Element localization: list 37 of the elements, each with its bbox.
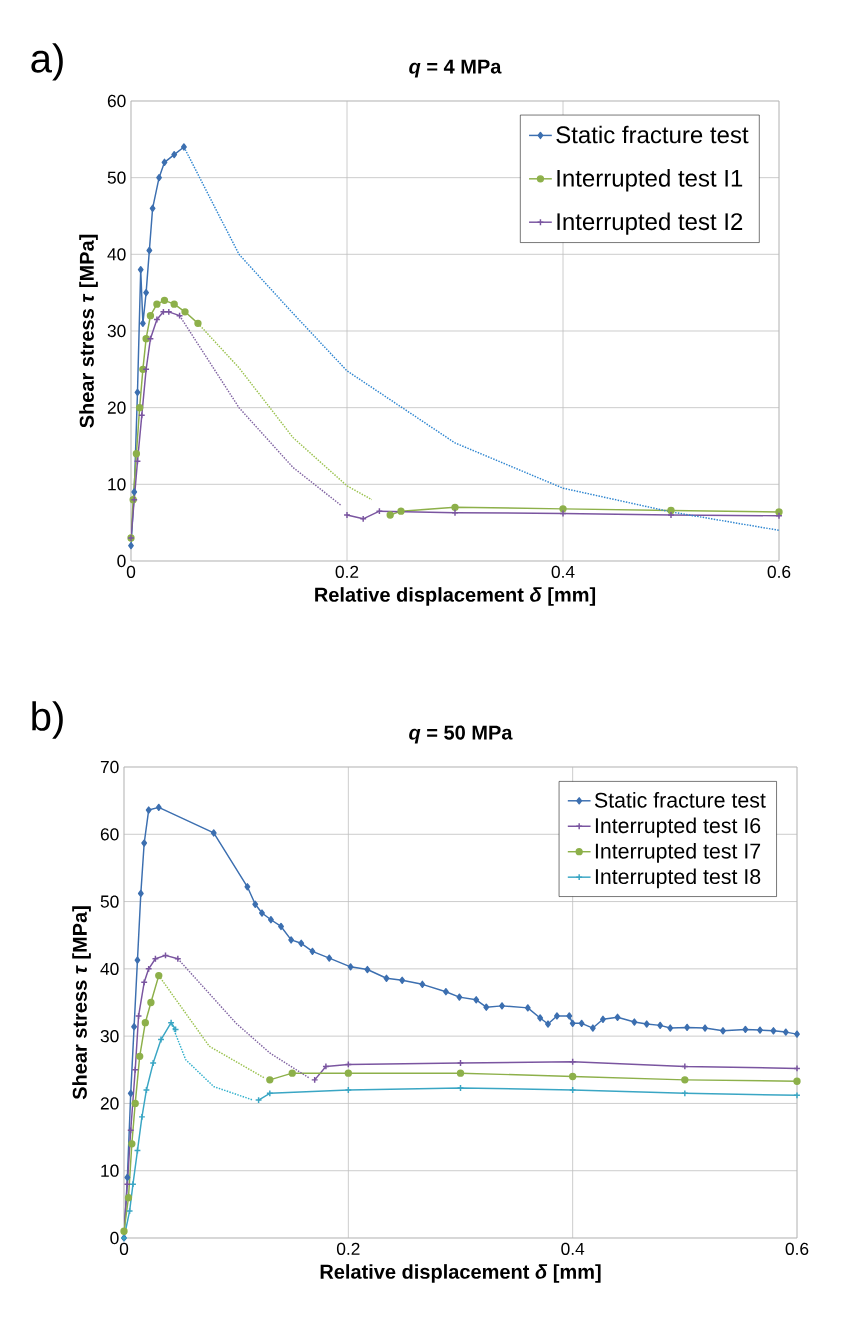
legend-label: Interrupted test I6 — [595, 817, 761, 838]
chart-title: q = 4 MPa — [409, 59, 502, 78]
legend-label: Static fracture test — [556, 125, 749, 144]
y-tick-label: 10 — [101, 1164, 119, 1177]
x-axis-title: Relative displacement δ [mm] — [320, 1264, 601, 1283]
legend-label: Static fracture test — [594, 792, 766, 808]
x-tick-label: 0.2 — [335, 565, 359, 578]
x-axis-title: Relative displacement δ [mm] — [315, 587, 596, 606]
legend-label: Interrupted test I2 — [557, 212, 743, 235]
legend-label: Interrupted test I1 — [557, 169, 743, 192]
y-tick-label: 40 — [107, 248, 126, 261]
y-tick-label: 50 — [100, 895, 119, 908]
y-tick-label: 60 — [100, 828, 119, 841]
y-tick-label: 60 — [107, 94, 126, 108]
y-tick-label: 70 — [100, 760, 119, 774]
legend-label: Interrupted test I7 — [595, 842, 761, 863]
legend-label: Interrupted test I8 — [595, 868, 761, 889]
y-tick-label: 30 — [100, 1030, 119, 1043]
text: b) — [32, 701, 63, 739]
y-tick-label: 30 — [107, 324, 126, 338]
x-tick-label: 0.6 — [785, 1242, 809, 1255]
chart-title: q = 50 MPa — [409, 725, 513, 744]
x-tick-label: 0.6 — [767, 565, 791, 578]
y-tick-label: 20 — [107, 401, 126, 414]
y-tick-label: 0 — [110, 1231, 119, 1245]
y-tick-label: 0 — [117, 554, 126, 568]
x-tick-label: 0.4 — [551, 565, 575, 578]
y-tick-label: 50 — [107, 171, 126, 184]
x-tick-label: 0.4 — [561, 1242, 585, 1255]
y-axis-title: Shear stress τ [MPa] — [79, 234, 98, 428]
y-axis-title: Shear stress τ [MPa] — [72, 906, 91, 1100]
x-tick-label: 0 — [126, 565, 136, 578]
y-tick-label: 10 — [108, 478, 126, 491]
text: a) — [31, 43, 63, 81]
y-tick-label: 40 — [100, 962, 119, 975]
y-tick-label: 20 — [100, 1097, 119, 1110]
x-tick-label: 0.2 — [336, 1242, 360, 1255]
